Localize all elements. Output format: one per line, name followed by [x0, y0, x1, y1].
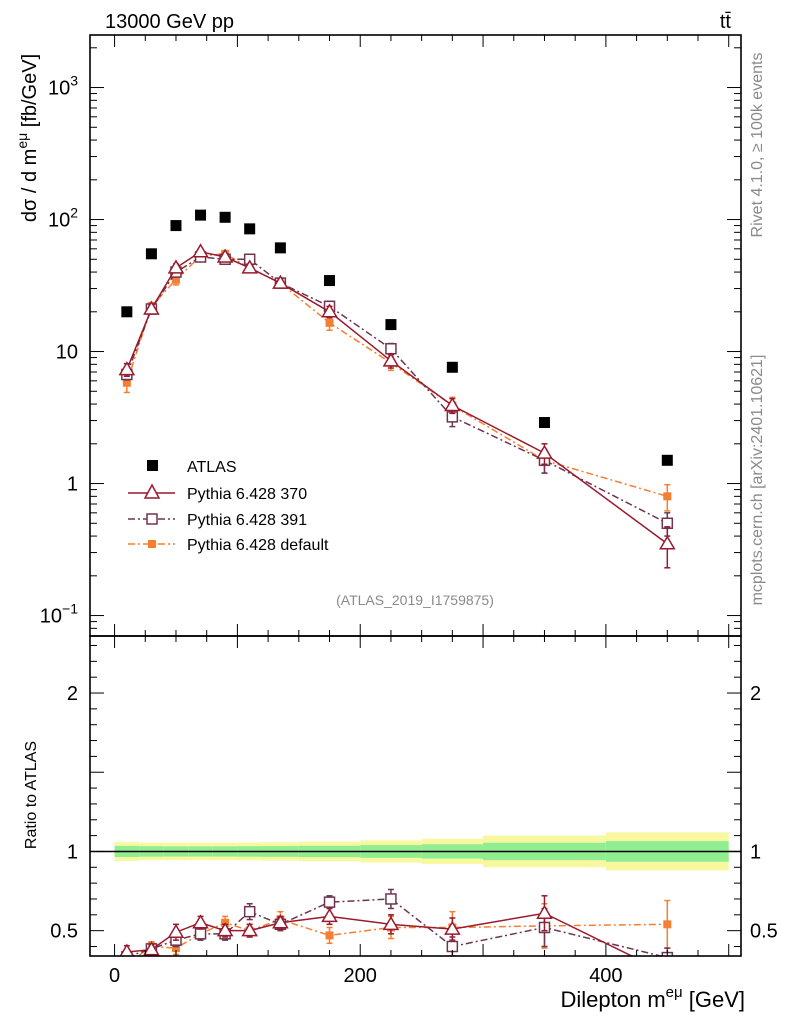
main-atlas-point — [170, 220, 182, 232]
main-p391-point — [385, 342, 397, 355]
legend-p391-marker — [146, 513, 158, 525]
ratio-p391-point — [385, 893, 397, 905]
main-p370-point — [658, 535, 676, 550]
legend-atlas: ATLAS — [147, 459, 237, 476]
main-line-p391 — [126, 256, 668, 524]
ratio-p370-point — [216, 922, 234, 937]
rivet-label: Rivet 4.1.0, ≥ 100k events — [749, 53, 766, 238]
main-atlas-point — [446, 361, 458, 373]
ratio-p370-point — [167, 923, 185, 938]
main-atlas-point — [219, 211, 231, 223]
legend-p370-label: Pythia 6.428 370 — [187, 486, 307, 503]
legend-p391-label: Pythia 6.428 391 — [187, 512, 307, 529]
main-content — [118, 209, 676, 569]
ratio-y-tick-label-right: 0.5 — [750, 921, 778, 943]
axes: 0 200 400 10−1 1 10 102 103 0.5 0.5 1 1 2 2 — [40, 35, 778, 987]
main-atlas-point — [274, 242, 286, 254]
ratio-line-p370 — [126, 912, 634, 956]
main-p370-point — [216, 248, 234, 263]
main-atlas-point — [538, 417, 550, 429]
x-axis-title: Dilepton meμ [GeV] — [560, 984, 745, 1012]
main-atlas-point — [385, 319, 397, 331]
y-tick-label: 1 — [67, 474, 78, 496]
ratio-frame — [89, 635, 742, 957]
ratio-series-p370 — [119, 895, 674, 978]
ratio-p391-point — [194, 928, 207, 940]
main-pdef-point — [663, 492, 672, 501]
main-p370-point — [143, 300, 160, 315]
ratio-y-tick-label-right: 2 — [750, 683, 761, 705]
ratio-y-tick-label-left: 0.5 — [50, 921, 78, 943]
main-line-p370 — [126, 250, 668, 545]
legend-p370-marker — [143, 483, 161, 499]
ratio-p370-point — [143, 941, 160, 956]
y-tick-label: 10−1 — [40, 601, 78, 628]
process-label: tt̄ — [720, 11, 732, 33]
main-ylabel: dσ / d meμ [fb/GeV] — [14, 54, 41, 222]
ratio-p391-point — [243, 905, 256, 918]
x-tick-label: 400 — [589, 965, 622, 987]
ratio-p391-point — [446, 940, 459, 953]
ratio-p370-point — [321, 907, 338, 923]
legend-pdef-marker — [148, 540, 156, 548]
ratio-y-tick-label-left: 1 — [67, 841, 78, 863]
ratio-p391-point — [323, 896, 336, 908]
ratio-p370-point — [660, 966, 674, 978]
ratio-p370-point — [119, 943, 135, 956]
ratio-p370-point — [241, 922, 258, 937]
ratio-content — [90, 832, 741, 978]
main-p370-point — [272, 274, 289, 289]
ratio-pdef-point — [663, 920, 672, 929]
ratio-p370-point — [382, 915, 400, 931]
ratio-pdef-point — [325, 931, 334, 940]
y-tick-label: 103 — [48, 73, 78, 100]
main-p370-point — [536, 444, 553, 459]
ratio-p370-point — [272, 914, 289, 929]
main-plot-area — [118, 209, 676, 569]
main-atlas-point — [324, 275, 336, 287]
main-pdef-point — [122, 378, 131, 387]
main-p370-point — [167, 259, 185, 274]
main-pdef-point — [171, 275, 180, 284]
ratio-y-tick-label-left: 2 — [67, 683, 78, 705]
main-p370-point — [118, 361, 136, 376]
main-p370-point — [382, 352, 400, 367]
mcplots-label: mcplots.cern.ch [arXiv:2401.10621] — [749, 355, 766, 606]
legend-pdef-label: Pythia 6.428 default — [187, 537, 329, 554]
main-atlas-point — [145, 248, 157, 260]
legend-atlas-marker — [147, 460, 158, 471]
main-atlas-point — [195, 209, 207, 221]
ratio-y-tick-label-right: 1 — [750, 841, 761, 863]
ratio-line-pdef — [136, 918, 668, 956]
main-p370-point — [321, 303, 338, 318]
main-p370-point — [241, 259, 258, 274]
ratio-plot-area — [90, 832, 741, 978]
ratio-pdef-point — [171, 944, 180, 953]
energy-label: 13000 GeV pp — [105, 11, 234, 33]
main-atlas-point — [661, 454, 673, 466]
main-p370-point — [444, 397, 461, 412]
legend-pdef: Pythia 6.428 default — [128, 537, 329, 554]
main-pdef-point — [325, 318, 334, 327]
main-atlas-point — [121, 306, 133, 318]
y-tick-label: 102 — [48, 205, 78, 232]
legend-atlas-label: ATLAS — [187, 459, 237, 476]
legend: ATLAS Pythia 6.428 370 Pythia 6.428 391 … — [128, 459, 329, 554]
main-p370-point — [192, 243, 209, 258]
legend-p391: Pythia 6.428 391 — [128, 512, 307, 529]
ratio-ylabel: Ratio to ATLAS — [23, 741, 40, 849]
main-series-atlas — [121, 209, 673, 466]
ratio-p370-point — [536, 904, 553, 919]
x-tick-label: 0 — [109, 965, 120, 987]
analysis-label: (ATLAS_2019_I1759875) — [336, 592, 494, 608]
ratio-p370-point — [444, 920, 461, 935]
x-tick-label: 200 — [344, 965, 377, 987]
main-series-p370 — [118, 243, 676, 569]
ratio-pdef-point — [123, 960, 131, 968]
legend-p370: Pythia 6.428 370 — [128, 483, 307, 503]
y-tick-label: 10 — [56, 342, 78, 364]
main-atlas-point — [244, 223, 256, 235]
ratio-p370-point — [192, 914, 209, 929]
